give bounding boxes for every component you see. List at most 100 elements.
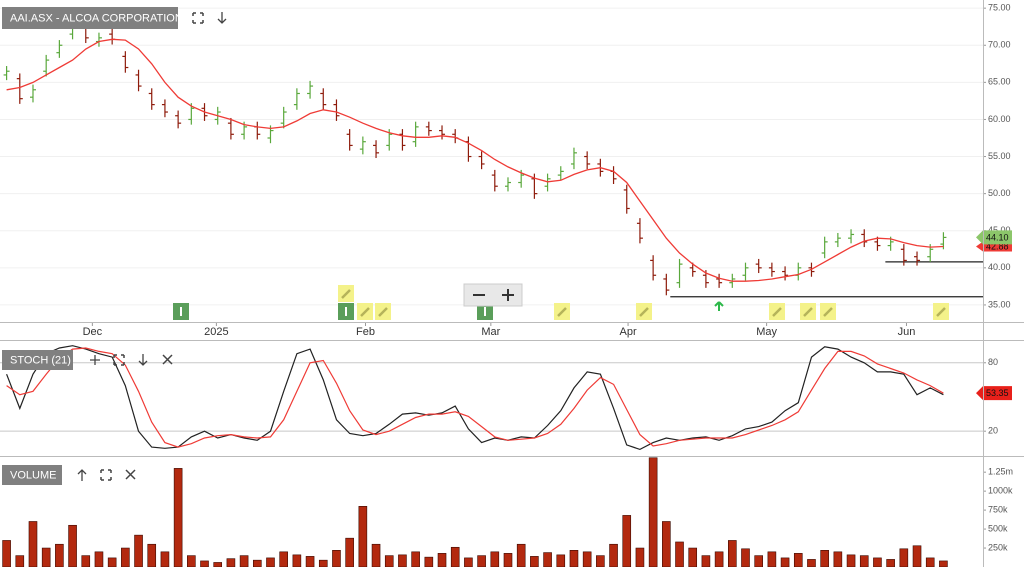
volume-bar <box>358 506 368 567</box>
volume-bar <box>226 558 236 567</box>
volume-bar <box>780 557 790 567</box>
volume-bar <box>173 468 183 567</box>
volume-bar <box>41 547 51 567</box>
signal-arrow <box>714 301 724 311</box>
volume-bar <box>305 556 315 567</box>
x-tick-label: May <box>756 326 777 338</box>
y-tick-label: 500k <box>988 523 1008 533</box>
title-box <box>2 350 73 370</box>
volume-bar <box>793 553 803 567</box>
expand-button[interactable] <box>113 354 125 366</box>
add-button[interactable] <box>90 355 100 365</box>
volume-bar <box>292 554 302 567</box>
y-tick-label: 70.00 <box>988 40 1011 50</box>
volume-bar <box>569 550 579 567</box>
volume-bar <box>596 555 605 567</box>
x-tick-label: 2025 <box>204 326 228 338</box>
y-tick-label: 750k <box>988 504 1008 514</box>
volume-bar <box>318 559 328 567</box>
moving-average <box>6 38 944 282</box>
volume-bar <box>332 550 341 567</box>
volume-bar <box>741 548 750 567</box>
volume-bar <box>107 557 117 567</box>
volume-bar <box>94 551 104 567</box>
volume-bar <box>2 540 11 567</box>
volume-bar <box>490 551 500 567</box>
volume-bar <box>477 555 486 567</box>
y-tick-label: 80 <box>988 357 998 367</box>
y-tick-label: 1.25m <box>988 467 1013 477</box>
stoch-line <box>6 347 944 448</box>
y-tick-label: 60.00 <box>988 114 1011 124</box>
note-icon <box>639 307 649 317</box>
move-down-button[interactable] <box>138 354 148 366</box>
volume-bar <box>384 555 394 567</box>
volume-bar <box>134 534 143 567</box>
volume-bar <box>28 521 38 567</box>
volume-bar <box>239 555 249 567</box>
y-tick-label: 20 <box>988 426 998 436</box>
info-icon <box>345 307 347 316</box>
move-up-button[interactable] <box>77 469 87 481</box>
volume-bar <box>68 524 77 567</box>
volume-bar <box>609 543 618 567</box>
move-down-button[interactable] <box>217 12 227 24</box>
volume-bar <box>160 551 170 567</box>
y-tick-label: 40.00 <box>988 262 1011 272</box>
x-tick-label: Jun <box>898 326 916 338</box>
expand-button[interactable] <box>100 469 112 481</box>
volume-bar <box>252 559 262 567</box>
volume-bar <box>820 550 829 567</box>
volume-bar <box>398 554 407 567</box>
ma-badge-label: 42.88 <box>986 241 1009 251</box>
volume-bar <box>873 557 882 567</box>
x-tick-label: Apr <box>620 326 637 338</box>
volume-bar <box>635 547 645 567</box>
volume-bar <box>675 541 684 567</box>
close-button[interactable] <box>162 354 173 365</box>
note-markers <box>338 285 949 320</box>
note-icon <box>341 289 351 299</box>
volume-bar <box>530 556 539 567</box>
stoch-line <box>6 345 944 451</box>
close-button[interactable] <box>125 469 136 480</box>
volume-bar <box>424 556 434 567</box>
value-badge-label: 53.35 <box>986 388 1009 398</box>
volume-bar <box>833 551 843 567</box>
volume-bar <box>81 555 91 567</box>
volume-bar <box>15 555 25 567</box>
chart-title: AAI.ASX - ALCOA CORPORATION <box>10 12 183 24</box>
y-tick-label: 55.00 <box>988 151 1011 161</box>
volume-bar <box>648 457 658 567</box>
panel-title: STOCH (21) <box>10 354 71 366</box>
volume-bar <box>187 555 196 567</box>
volume-bar <box>147 543 157 567</box>
volume-bar <box>556 554 566 567</box>
price-badge-label: 44.10 <box>986 232 1009 242</box>
y-tick-label: 75.00 <box>988 3 1011 13</box>
y-tick-label: 50.00 <box>988 188 1011 198</box>
volume-bar <box>121 547 130 567</box>
volume-bar <box>345 537 354 567</box>
y-tick-label: 1000k <box>988 486 1013 496</box>
volume-bar <box>714 551 724 567</box>
x-tick-label: Feb <box>356 326 375 338</box>
note-icon <box>378 307 388 317</box>
volume-bar <box>925 557 935 567</box>
volume-bar <box>886 559 895 567</box>
zoom-in-button[interactable] <box>502 289 514 301</box>
volume-bar <box>767 551 777 567</box>
volume-bar <box>688 547 698 567</box>
volume-bar <box>622 515 632 567</box>
note-icon <box>936 307 946 317</box>
plot-layer: 35.00 40.00 45.00 50.00 55.00 60.00 65.00 70.00… <box>0 3 1013 567</box>
volume-bar <box>411 551 420 567</box>
volume-bar <box>939 560 948 567</box>
volume-bar <box>582 551 592 567</box>
y-tick-label: 45.00 <box>988 225 1011 235</box>
volume-bar <box>912 545 922 567</box>
expand-button[interactable] <box>192 12 204 24</box>
info-icon <box>180 307 182 316</box>
y-tick-label: 35.00 <box>988 299 1011 309</box>
volume-bar <box>371 543 381 567</box>
